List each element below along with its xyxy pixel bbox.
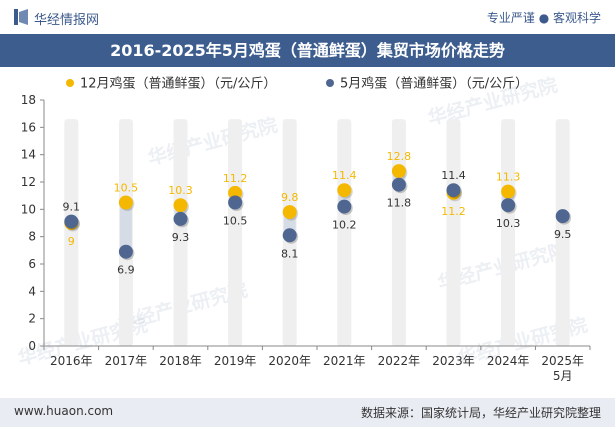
dec-data-label: 11.2: [223, 172, 248, 185]
site-name: 华经情报网: [34, 13, 100, 28]
tagline: 专业严谨 ● 客观科学: [486, 11, 601, 25]
may-point: [173, 211, 188, 226]
y-tick-label: 10: [21, 202, 36, 216]
x-tick-label: 2024年: [487, 354, 530, 368]
may-point: [118, 244, 133, 259]
watermark-text: 华经产业研究院: [145, 113, 279, 170]
x-tick-label: 2021年: [323, 354, 366, 368]
may-data-label: 9.1: [63, 201, 81, 214]
category-band: [446, 119, 461, 346]
may-point: [64, 214, 79, 229]
y-tick-label: 18: [21, 93, 36, 107]
y-tick-label: 16: [21, 120, 36, 134]
category-band: [64, 119, 79, 346]
footer-bar: www.huaon.com 数据来源：国家统计局，华经产业研究院整理: [0, 398, 615, 427]
may-point: [337, 199, 352, 214]
top-bar: 华经情报网 专业严谨 ● 客观科学: [0, 0, 615, 34]
dec-point: [282, 205, 297, 220]
may-data-label: 10.5: [223, 215, 248, 228]
x-tick-label: 2016年: [50, 354, 93, 368]
may-data-label: 10.2: [332, 219, 357, 232]
dec-data-label: 9: [68, 235, 75, 248]
dec-data-label: 9.8: [281, 191, 299, 204]
category-band: [501, 119, 516, 346]
dec-point: [501, 184, 516, 199]
x-tick-label: 2018年: [159, 354, 202, 368]
y-tick-label: 8: [28, 230, 36, 244]
x-tick-label: 2017年: [105, 354, 148, 368]
may-point: [555, 209, 570, 224]
y-tick-label: 0: [28, 339, 36, 353]
dec-data-label: 10.5: [114, 182, 139, 195]
may-data-label: 10.3: [496, 217, 521, 230]
y-tick-label: 6: [28, 257, 36, 271]
dec-point: [173, 198, 188, 213]
category-band: [555, 119, 570, 346]
legend-marker-dec: [66, 79, 74, 87]
legend-label-dec: 12月鸡蛋（普通鲜蛋）（元/公斤）: [80, 76, 276, 92]
x-tick-label: 5月: [553, 369, 573, 383]
x-tick-label: 2023年: [432, 354, 475, 368]
may-data-label: 9.5: [554, 228, 572, 241]
may-point: [446, 183, 461, 198]
x-tick-label: 2020年: [268, 354, 311, 368]
may-data-label: 8.1: [281, 247, 299, 260]
dec-data-label: 10.3: [168, 184, 193, 197]
dec-point: [337, 183, 352, 198]
may-point: [391, 177, 406, 192]
range-connector: [119, 202, 132, 252]
dec-data-label: 12.8: [387, 150, 412, 163]
y-tick-label: 12: [21, 175, 36, 189]
x-tick-label: 2022年: [378, 354, 421, 368]
may-data-label: 6.9: [117, 264, 135, 277]
dec-point: [118, 195, 133, 210]
may-data-label: 11.4: [441, 169, 466, 182]
may-data-label: 9.3: [172, 231, 190, 244]
may-point: [228, 195, 243, 210]
legend-label-may: 5月鸡蛋（普通鲜蛋）（元/公斤）: [340, 76, 528, 92]
data-source: 数据来源：国家统计局，华经产业研究院整理: [360, 406, 601, 420]
y-tick-label: 14: [21, 148, 36, 162]
x-tick-label: 2025年: [541, 354, 584, 368]
dec-data-label: 11.2: [441, 205, 466, 218]
dec-point: [228, 185, 243, 200]
may-data-label: 11.8: [387, 197, 412, 210]
website-link[interactable]: www.huaon.com: [14, 404, 114, 418]
category-band: [337, 119, 352, 346]
y-tick-label: 2: [28, 312, 36, 326]
chart-title: 2016-2025年5月鸡蛋（普通鲜蛋）集贸市场价格走势: [110, 41, 505, 60]
price-chart: 华经产业研究院华经产业研究院华经产业研究院华经产业研究院华经产业研究院华经产业研…: [15, 73, 591, 383]
may-point: [282, 228, 297, 243]
title-bar: 2016-2025年5月鸡蛋（普通鲜蛋）集贸市场价格走势: [0, 34, 615, 67]
x-tick-label: 2019年: [214, 354, 257, 368]
category-band: [173, 119, 188, 346]
may-point: [501, 198, 516, 213]
huajing-logo-icon: [14, 9, 28, 25]
dec-data-label: 11.3: [496, 171, 521, 184]
dec-data-label: 11.4: [332, 169, 357, 182]
y-tick-label: 4: [28, 284, 36, 298]
legend-marker-may: [326, 79, 334, 87]
dec-point: [391, 164, 406, 179]
category-band: [228, 119, 243, 346]
